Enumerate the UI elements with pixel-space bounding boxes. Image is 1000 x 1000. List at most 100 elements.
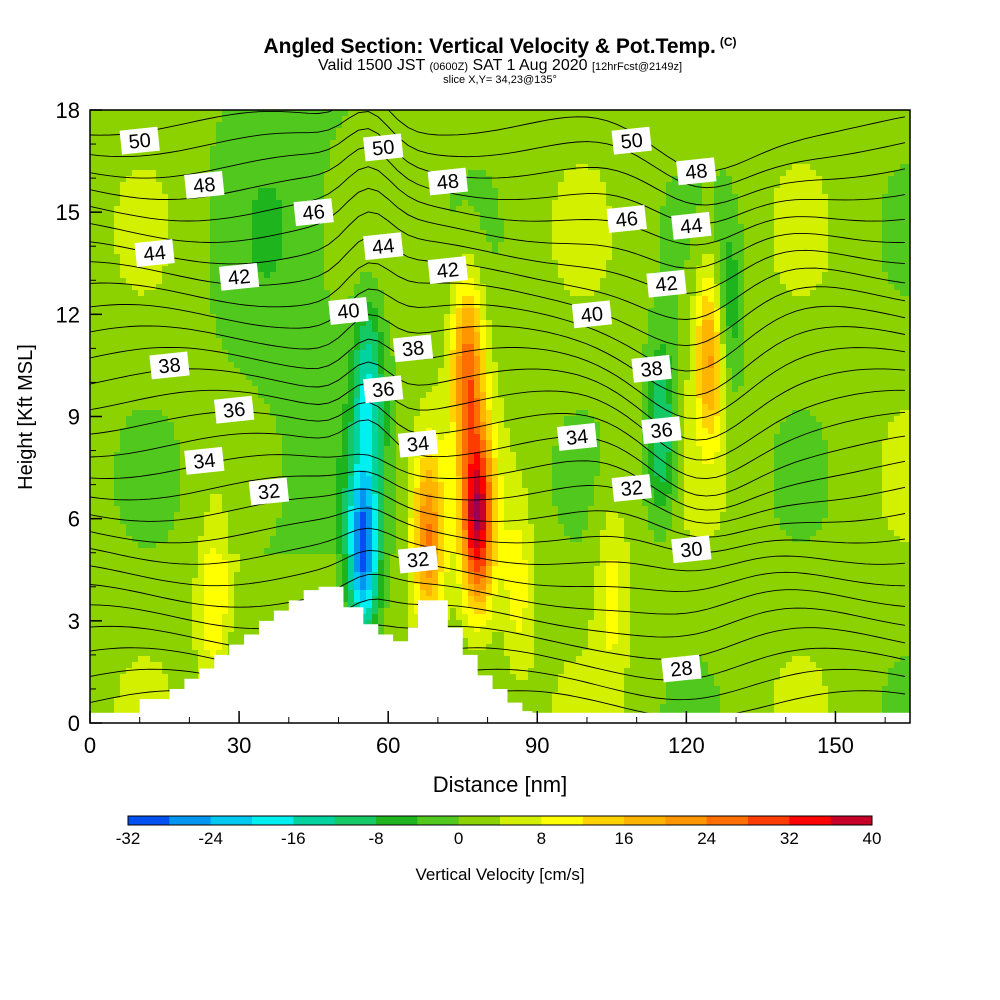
velocity-cell	[186, 134, 193, 141]
velocity-cell	[870, 230, 877, 237]
velocity-cell	[132, 308, 139, 315]
velocity-cell	[486, 320, 493, 327]
velocity-cell	[714, 254, 721, 261]
velocity-cell	[492, 218, 499, 225]
velocity-cell	[264, 188, 271, 195]
velocity-cell	[498, 158, 505, 165]
velocity-cell	[204, 200, 211, 207]
velocity-cell	[108, 200, 115, 207]
velocity-cell	[684, 278, 691, 285]
velocity-cell	[888, 212, 895, 219]
velocity-cell	[174, 326, 181, 333]
velocity-cell	[696, 116, 703, 123]
velocity-cell	[660, 116, 667, 123]
velocity-cell	[894, 116, 901, 123]
velocity-cell	[900, 218, 907, 225]
velocity-cell	[438, 224, 445, 231]
velocity-cell	[870, 296, 877, 303]
velocity-cell	[450, 200, 457, 207]
velocity-cell	[762, 134, 769, 141]
velocity-cell	[324, 110, 331, 117]
velocity-cell	[474, 314, 481, 321]
velocity-cell	[906, 284, 910, 291]
velocity-cell	[804, 242, 811, 249]
velocity-cell	[276, 236, 283, 243]
velocity-cell	[390, 290, 397, 297]
velocity-cell	[342, 284, 349, 291]
velocity-cell	[378, 284, 385, 291]
velocity-cell	[786, 224, 793, 231]
velocity-cell	[156, 212, 163, 219]
velocity-cell	[108, 284, 115, 291]
velocity-cell	[876, 164, 883, 171]
velocity-cell	[96, 236, 103, 243]
velocity-cell	[756, 236, 763, 243]
velocity-cell	[738, 308, 745, 315]
velocity-cell	[414, 194, 421, 201]
velocity-cell	[822, 188, 829, 195]
velocity-cell	[540, 272, 547, 279]
velocity-cell	[132, 290, 139, 297]
velocity-cell	[852, 152, 859, 159]
velocity-cell	[852, 272, 859, 279]
velocity-cell	[270, 122, 277, 129]
velocity-cell	[420, 182, 427, 189]
velocity-cell	[792, 182, 799, 189]
velocity-cell	[798, 302, 805, 309]
velocity-cell	[774, 272, 781, 279]
velocity-cell	[696, 206, 703, 213]
velocity-cell	[684, 116, 691, 123]
velocity-cell	[840, 248, 847, 255]
velocity-cell	[126, 182, 133, 189]
velocity-cell	[810, 200, 817, 207]
velocity-cell	[876, 152, 883, 159]
velocity-cell	[372, 110, 379, 117]
velocity-cell	[324, 230, 331, 237]
velocity-cell	[480, 260, 487, 267]
velocity-cell	[780, 272, 787, 279]
velocity-cell	[414, 224, 421, 231]
velocity-cell	[138, 218, 145, 225]
velocity-cell	[798, 200, 805, 207]
velocity-cell	[732, 260, 739, 267]
velocity-cell	[336, 164, 343, 171]
velocity-cell	[522, 284, 529, 291]
velocity-cell	[336, 152, 343, 159]
velocity-cell	[420, 152, 427, 159]
velocity-cell	[882, 242, 889, 249]
velocity-cell	[906, 110, 910, 117]
velocity-cell	[96, 320, 103, 327]
velocity-cell	[630, 320, 637, 327]
velocity-cell	[228, 248, 235, 255]
velocity-cell	[876, 236, 883, 243]
velocity-cell	[576, 236, 583, 243]
velocity-cell	[504, 128, 511, 135]
velocity-cell	[822, 164, 829, 171]
velocity-cell	[450, 218, 457, 225]
velocity-cell	[168, 110, 175, 117]
velocity-cell	[96, 308, 103, 315]
velocity-cell	[594, 116, 601, 123]
velocity-cell	[282, 200, 289, 207]
velocity-cell	[660, 176, 667, 183]
velocity-cell	[870, 188, 877, 195]
velocity-cell	[612, 122, 619, 129]
velocity-cell	[798, 254, 805, 261]
velocity-cell	[222, 296, 229, 303]
velocity-cell	[576, 146, 583, 153]
velocity-cell	[804, 122, 811, 129]
velocity-cell	[750, 134, 757, 141]
velocity-cell	[282, 194, 289, 201]
velocity-cell	[894, 134, 901, 141]
velocity-cell	[462, 110, 469, 117]
velocity-cell	[744, 212, 751, 219]
velocity-cell	[636, 314, 643, 321]
velocity-cell	[522, 266, 529, 273]
velocity-cell	[372, 116, 379, 123]
velocity-cell	[726, 176, 733, 183]
velocity-cell	[192, 146, 199, 153]
velocity-cell	[894, 290, 901, 297]
velocity-cell	[882, 134, 889, 141]
velocity-cell	[240, 200, 247, 207]
velocity-cell	[504, 140, 511, 147]
